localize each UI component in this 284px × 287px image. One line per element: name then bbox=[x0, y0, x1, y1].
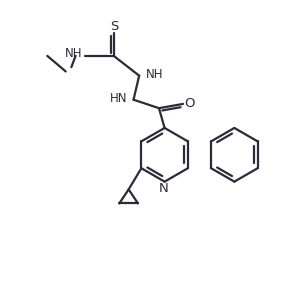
Text: NH: NH bbox=[65, 47, 83, 60]
Text: S: S bbox=[110, 20, 118, 33]
Text: NH: NH bbox=[146, 68, 164, 81]
Text: O: O bbox=[184, 97, 195, 110]
Text: N: N bbox=[158, 182, 168, 195]
Text: HN: HN bbox=[110, 92, 127, 105]
